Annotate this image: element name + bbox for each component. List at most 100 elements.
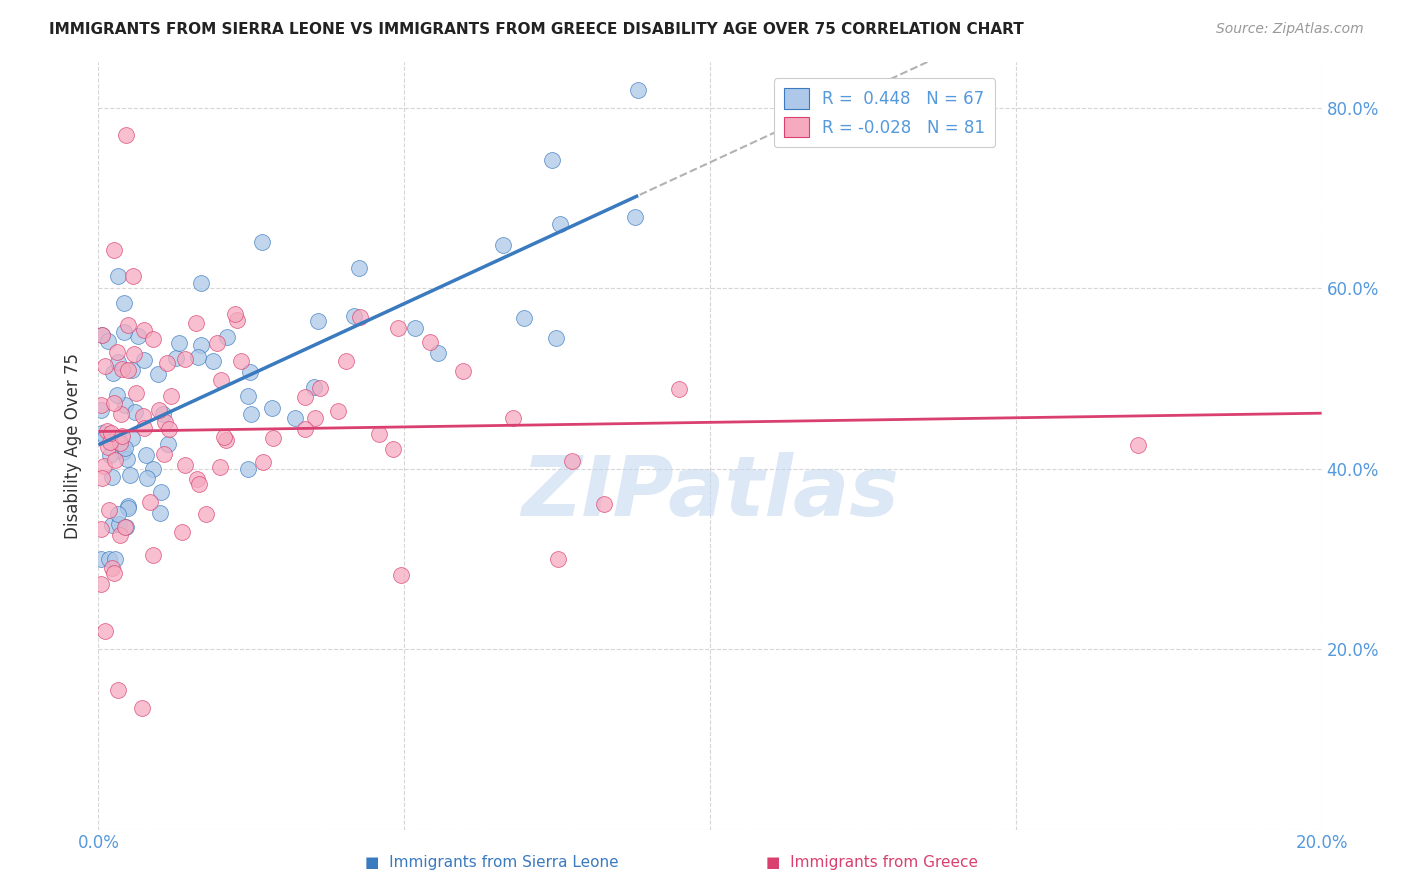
Point — [132, 409, 155, 423]
Point — [136, 471, 159, 485]
Point — [252, 455, 274, 469]
Text: ZIPatlas: ZIPatlas — [522, 451, 898, 533]
Point — [284, 410, 307, 425]
Point — [238, 389, 260, 403]
Point — [132, 421, 155, 435]
Point — [121, 431, 143, 445]
Point — [90, 551, 112, 566]
Point — [194, 507, 217, 521]
Point — [105, 387, 128, 401]
Point — [96, 425, 118, 439]
Point — [98, 434, 121, 449]
Point — [98, 448, 121, 462]
Point — [426, 346, 449, 360]
Point — [150, 485, 173, 500]
Point — [114, 441, 136, 455]
Point — [419, 335, 441, 350]
Point — [101, 561, 124, 575]
Point — [190, 276, 212, 290]
Point — [188, 477, 211, 491]
Point — [624, 210, 647, 224]
Point — [149, 506, 172, 520]
Point — [202, 354, 225, 368]
Point — [107, 507, 129, 521]
Point — [134, 323, 156, 337]
Point — [152, 407, 174, 421]
Point — [146, 367, 169, 381]
Point — [117, 501, 139, 516]
Point — [94, 624, 117, 638]
Point — [124, 347, 146, 361]
Point — [513, 310, 536, 325]
Point — [225, 313, 247, 327]
Point — [103, 551, 125, 566]
Point — [107, 355, 129, 369]
Point — [112, 326, 135, 340]
Point — [404, 321, 426, 335]
Point — [134, 353, 156, 368]
Point — [215, 330, 238, 344]
Point — [159, 389, 181, 403]
Point — [492, 237, 515, 252]
Point — [104, 452, 127, 467]
Point — [101, 518, 124, 533]
Point — [627, 82, 650, 96]
Point — [120, 468, 142, 483]
Point — [309, 381, 332, 395]
Point — [184, 317, 207, 331]
Point — [97, 334, 120, 349]
Point — [114, 398, 136, 412]
Point — [112, 444, 135, 458]
Point — [208, 459, 231, 474]
Point — [91, 328, 114, 343]
Point — [367, 427, 389, 442]
Point — [127, 329, 149, 343]
Point — [174, 352, 197, 367]
Legend: R =  0.448   N = 67, R = -0.028   N = 81: R = 0.448 N = 67, R = -0.028 N = 81 — [773, 78, 995, 147]
Point — [131, 700, 153, 714]
Point — [593, 497, 616, 511]
Point — [294, 422, 316, 436]
Point — [117, 362, 139, 376]
Text: ■  Immigrants from Sierra Leone: ■ Immigrants from Sierra Leone — [366, 855, 619, 870]
Point — [117, 499, 139, 513]
Point — [111, 429, 134, 443]
Point — [148, 403, 170, 417]
Point — [117, 318, 139, 333]
Point — [173, 458, 195, 472]
Point — [391, 568, 413, 582]
Text: ■  Immigrants from Greece: ■ Immigrants from Greece — [766, 855, 977, 870]
Point — [170, 525, 193, 540]
Point — [101, 366, 124, 380]
Point — [121, 362, 143, 376]
Point — [231, 353, 253, 368]
Point — [668, 382, 690, 396]
Point — [110, 408, 132, 422]
Point — [1128, 438, 1150, 452]
Point — [169, 335, 191, 350]
Point — [190, 337, 212, 351]
Point — [349, 310, 371, 324]
Point — [93, 430, 115, 444]
Point — [155, 415, 177, 429]
Point — [157, 422, 180, 436]
Point — [108, 517, 131, 532]
Point — [328, 404, 350, 418]
Point — [125, 386, 148, 401]
Point — [250, 235, 273, 250]
Point — [236, 462, 259, 476]
Point — [165, 351, 187, 366]
Point — [139, 495, 162, 509]
Point — [90, 425, 112, 440]
Point — [107, 268, 129, 283]
Point — [124, 405, 146, 419]
Point — [90, 399, 112, 413]
Point — [307, 313, 329, 327]
Point — [548, 217, 571, 231]
Point — [93, 458, 115, 473]
Point — [262, 431, 284, 445]
Point — [209, 373, 232, 387]
Point — [93, 359, 115, 373]
Point — [544, 331, 567, 345]
Point — [239, 407, 262, 421]
